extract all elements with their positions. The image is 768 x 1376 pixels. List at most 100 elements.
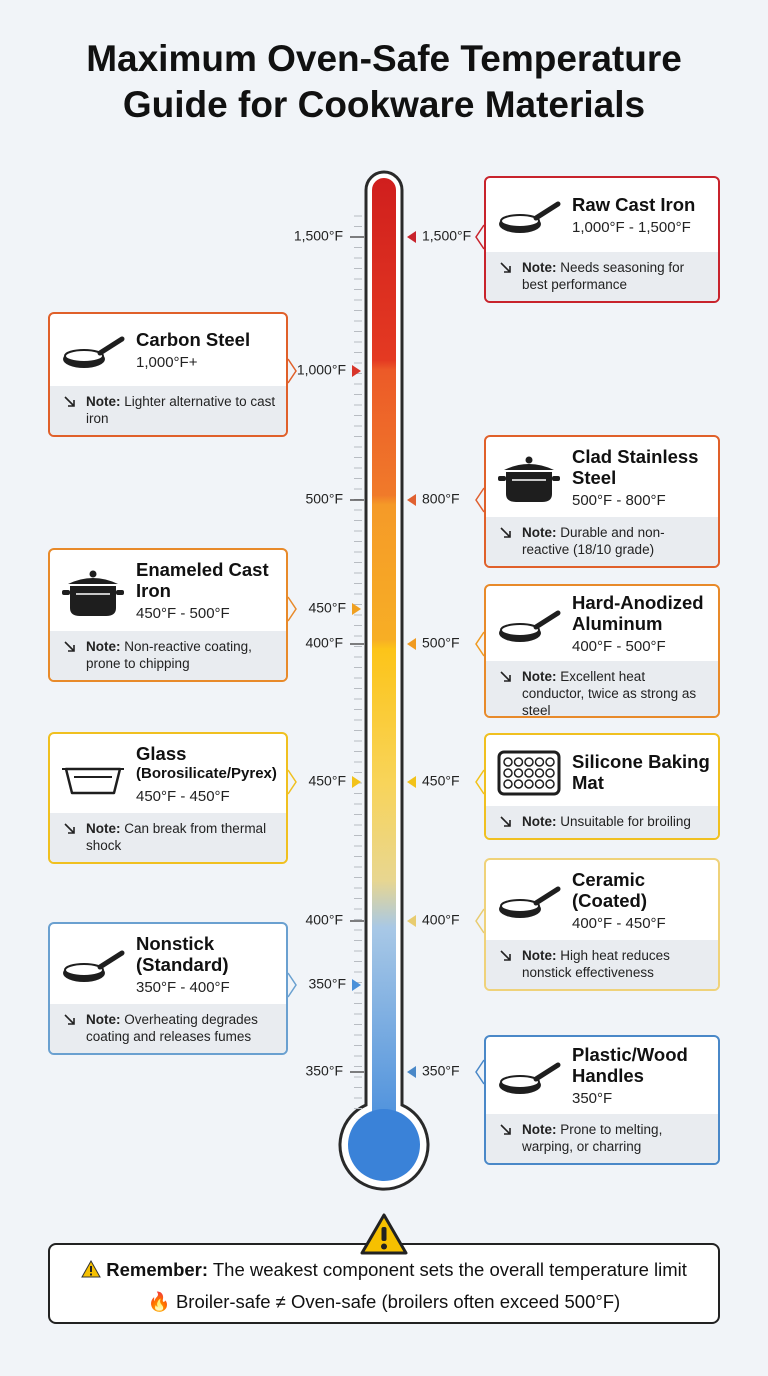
icon	[498, 456, 560, 502]
note-arrow	[500, 671, 511, 682]
note: Note: Prone to melting, warping, or char…	[486, 1114, 718, 1163]
icon-part	[62, 589, 70, 595]
connector	[287, 769, 297, 795]
note-arrow	[500, 816, 511, 827]
material-name: Enameled Cast Iron	[136, 559, 269, 601]
marker	[407, 494, 416, 506]
icon-part	[503, 756, 513, 767]
icon-part	[545, 778, 555, 789]
icon-part	[534, 767, 545, 778]
card: Clad Stainless Steel 500°F - 800°F Note: D…	[484, 435, 720, 568]
temperature-range: 500°F - 800°F	[572, 491, 666, 509]
icon-part	[524, 767, 534, 778]
card-header: Plastic/Wood Handles 350°F	[486, 1037, 718, 1114]
card: Nonstick (Standard) 350°F - 400°F Note: Ov…	[48, 922, 288, 1055]
note: Note: Excellent heat conductor, twice as…	[486, 661, 718, 716]
icon-part	[545, 767, 555, 778]
card-header: Raw Cast Iron 1,000°F - 1,500°F	[486, 178, 718, 252]
note-label: Note:	[522, 669, 557, 684]
icon-part	[533, 886, 561, 906]
marker	[352, 603, 361, 615]
card-header: Carbon Steel 1,000°F+	[50, 314, 286, 386]
icon-part	[116, 589, 124, 595]
note-label: Note:	[86, 639, 121, 654]
scale-label: 450°F	[422, 773, 460, 789]
arrow	[500, 671, 511, 682]
scale-label: 1,000°F	[297, 362, 346, 378]
icon-part	[500, 1074, 540, 1089]
note-label: Note:	[522, 1122, 557, 1137]
note: Note: Can break from thermal shock	[50, 813, 286, 862]
icon-part	[70, 585, 116, 616]
note-arrow	[500, 1124, 511, 1135]
card-header: Ceramic (Coated) 400°F - 450°F	[486, 860, 718, 940]
icon-part	[500, 899, 540, 913]
card: Plastic/Wood Handles 350°F Note: Prone to …	[484, 1035, 720, 1165]
icon-part	[534, 756, 545, 767]
material-name: Glass	[136, 742, 187, 764]
card-header: Hard-Anodized Aluminum 400°F - 500°F	[486, 586, 718, 661]
icon-part	[506, 472, 552, 502]
note-text: Durable and non-reactive (18/10 grade)	[522, 525, 665, 557]
temperature-range: 450°F - 450°F	[136, 787, 230, 805]
note: Note: Durable and non-reactive (18/10 gr…	[486, 517, 718, 566]
card: Raw Cast Iron 1,000°F - 1,500°F Note: Need…	[484, 176, 720, 303]
note: Note: Unsuitable for broiling	[486, 806, 718, 838]
temperature-range: 450°F - 500°F	[136, 605, 230, 622]
note-arrow	[500, 950, 511, 961]
marker	[352, 979, 361, 991]
note-text: Can break from thermal shock	[86, 821, 267, 853]
card: Glass (Borosilicate/Pyrex) 450°F - 450°F No…	[48, 732, 288, 864]
icon-part	[64, 349, 104, 363]
minor-ticks	[354, 215, 362, 1109]
note-text: Prone to melting, warping, or charring	[522, 1122, 663, 1154]
icon	[63, 950, 125, 982]
note-text: Non-reactive coating, prone to chipping	[86, 639, 252, 671]
scale-label: 350°F	[422, 1063, 460, 1079]
scale-label: 400°F	[305, 912, 343, 928]
note-label: Note:	[86, 1012, 121, 1027]
note-label: Note:	[522, 525, 557, 540]
icon-part	[533, 1062, 561, 1081]
footer-label: Remember:	[106, 1259, 209, 1280]
warning-badge	[360, 1213, 408, 1255]
temperature-range: 1,000°F+	[136, 354, 198, 371]
scale-label: 450°F	[308, 773, 346, 789]
material-name: Carbon Steel	[136, 329, 251, 350]
card-header: Clad Stainless Steel 500°F - 800°F	[486, 437, 718, 517]
note-label: Note:	[86, 394, 121, 409]
temperature-range: 350°F - 400°F	[136, 978, 230, 996]
scale-label: 350°F	[308, 976, 346, 992]
connector	[475, 224, 485, 250]
connector	[287, 596, 297, 622]
icon	[499, 610, 561, 642]
footer-line: Remember: The weakest component sets the…	[50, 1258, 718, 1282]
card-header: Nonstick (Standard) 350°F - 400°F	[50, 924, 286, 1004]
icon-part	[64, 963, 104, 977]
arrow	[64, 823, 75, 834]
material-name: Clad Stainless Steel	[572, 445, 699, 488]
icon-part	[533, 201, 561, 221]
card-text: Plastic/Wood Handles 350°F	[572, 1044, 710, 1109]
note: Note: Lighter alternative to cast iron	[50, 386, 286, 435]
icon-part	[62, 767, 124, 778]
icon	[499, 886, 561, 918]
temperature-range: 400°F - 450°F	[572, 914, 666, 932]
arrow	[500, 262, 511, 273]
title: Maximum Oven-Safe Temperature Guide for …	[86, 38, 682, 125]
connector	[287, 358, 297, 384]
note-arrow	[500, 527, 511, 538]
icon	[62, 570, 124, 616]
note-label: Note:	[86, 821, 121, 836]
temperature-range: 400°F - 500°F	[572, 638, 666, 655]
arrow	[64, 641, 75, 652]
arrow	[500, 527, 511, 538]
material-subname: (Borosilicate/Pyrex)	[136, 764, 277, 782]
icon	[499, 201, 561, 233]
scale-label: 500°F	[422, 635, 460, 651]
card-text: Enameled Cast Iron 450°F - 500°F	[136, 559, 278, 624]
scale-label: 450°F	[308, 600, 346, 616]
material-name: Raw Cast Iron	[572, 194, 696, 215]
card-text: Nonstick (Standard) 350°F - 400°F	[136, 933, 278, 998]
